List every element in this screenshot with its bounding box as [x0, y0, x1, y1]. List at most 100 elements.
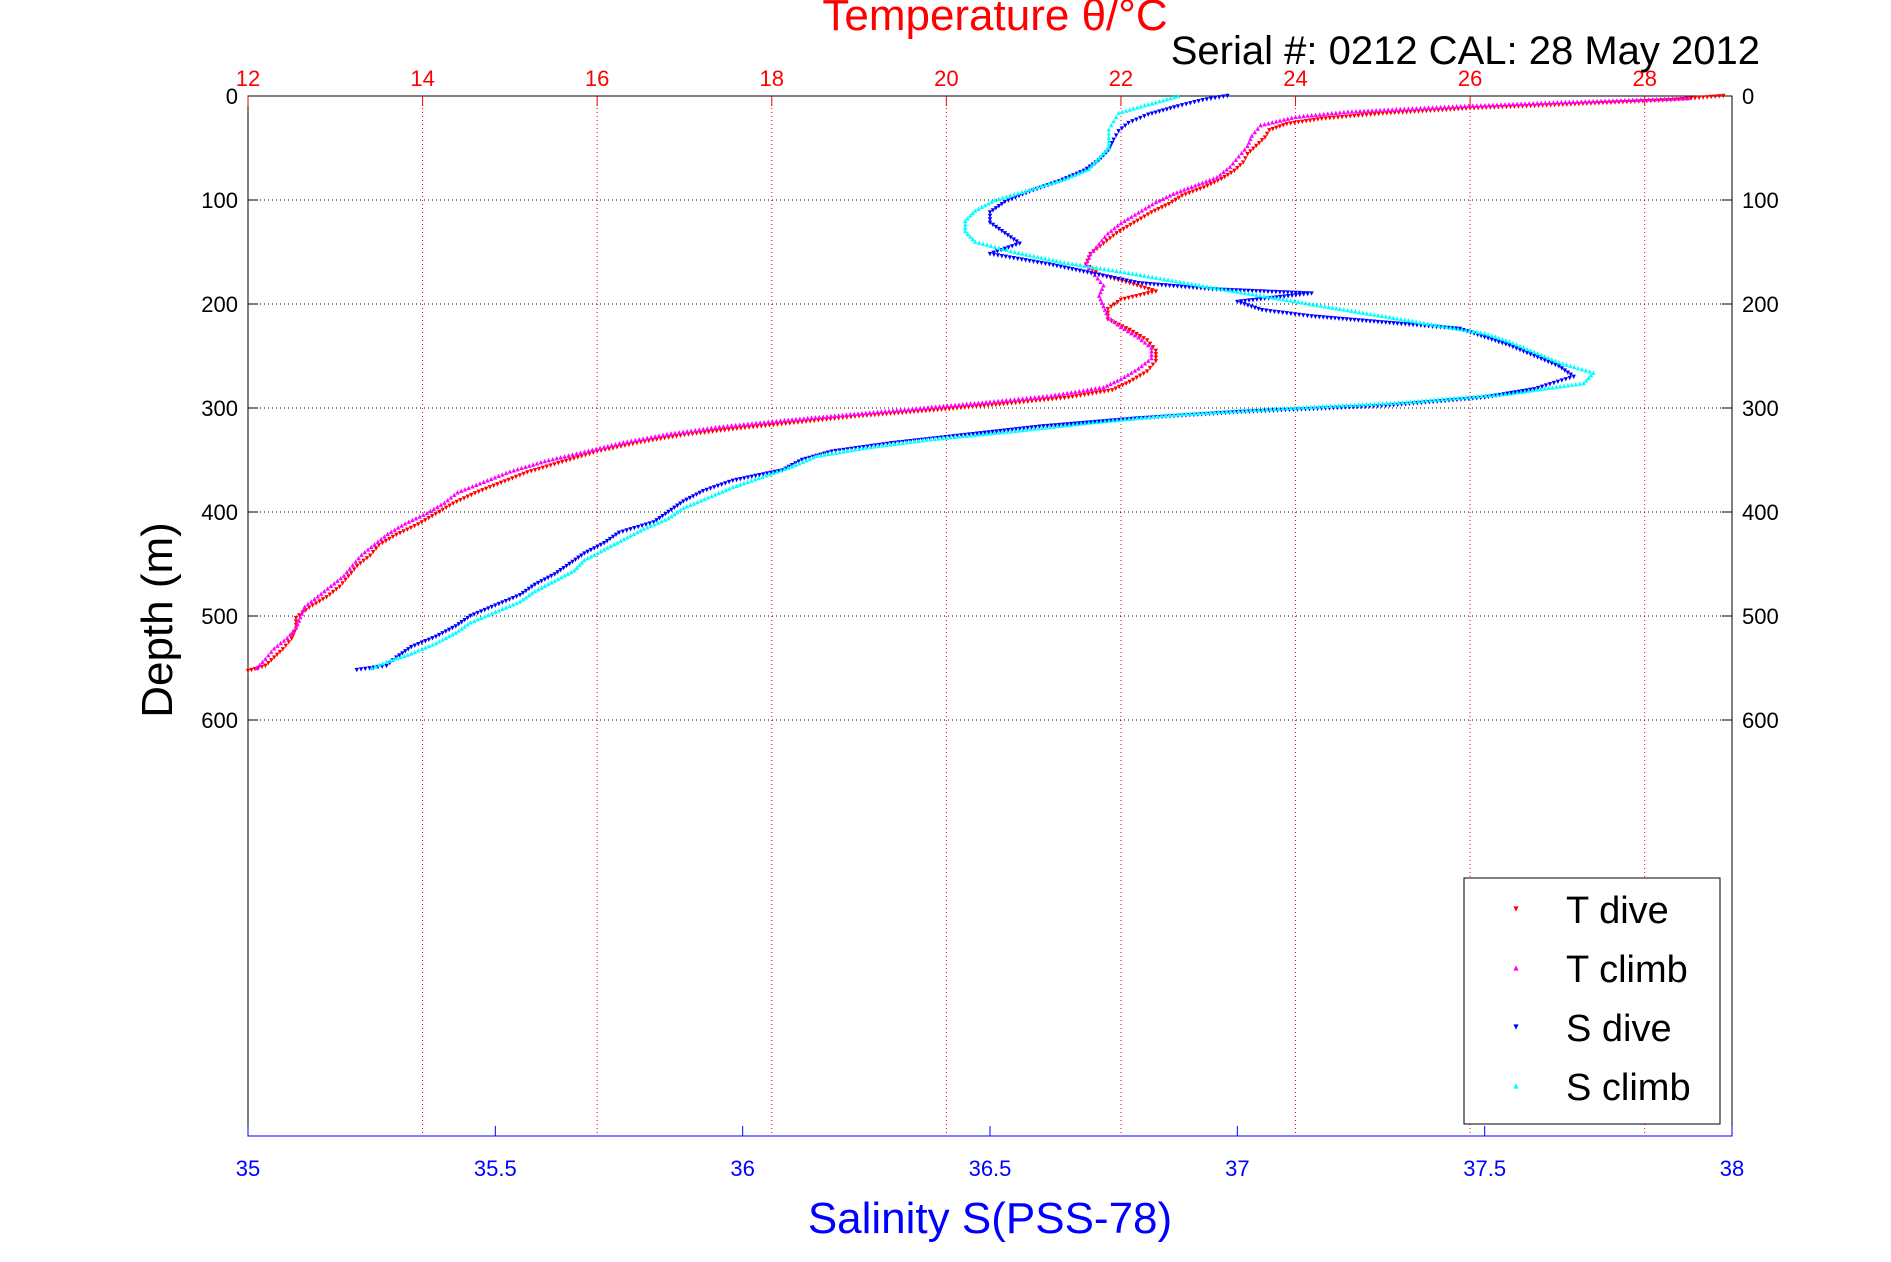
point-s-climb: [577, 562, 582, 568]
point-t-dive: [795, 420, 801, 425]
point-t-dive: [981, 403, 987, 409]
point-t-dive: [450, 501, 456, 506]
point-s-dive: [1096, 419, 1102, 424]
point-s-dive: [1104, 274, 1109, 279]
point-s-climb: [1482, 330, 1487, 336]
point-t-climb: [1097, 385, 1102, 391]
point-t-climb: [459, 488, 464, 493]
point-t-dive: [429, 513, 435, 519]
point-s-dive: [1297, 292, 1303, 298]
point-s-dive: [1238, 288, 1243, 293]
point-s-dive: [663, 511, 668, 517]
point-s-climb: [1443, 396, 1449, 401]
point-s-dive: [880, 442, 886, 447]
point-s-climb: [565, 571, 571, 576]
point-s-climb: [988, 243, 994, 248]
point-s-dive: [549, 573, 554, 579]
point-t-climb: [1341, 109, 1347, 115]
point-t-climb: [424, 510, 430, 516]
point-s-climb: [507, 603, 512, 609]
point-s-dive: [1168, 106, 1173, 111]
point-s-dive: [1356, 318, 1361, 323]
point-t-dive: [556, 461, 561, 466]
point-s-dive: [1100, 419, 1105, 424]
point-t-climb: [863, 410, 869, 416]
point-t-dive: [1270, 126, 1276, 132]
point-t-climb: [1069, 390, 1074, 395]
point-s-dive: [437, 632, 442, 638]
point-s-climb: [1035, 185, 1040, 190]
point-s-climb: [1172, 94, 1177, 100]
point-t-dive: [397, 530, 403, 536]
point-s-dive: [1256, 306, 1261, 312]
point-s-dive: [1058, 264, 1063, 270]
point-s-climb: [1402, 317, 1407, 322]
point-t-dive: [383, 538, 389, 544]
point-t-climb: [1060, 391, 1066, 396]
point-t-dive: [1041, 397, 1047, 403]
point-t-dive: [734, 426, 740, 431]
point-t-climb: [1402, 106, 1407, 111]
legend-marker-s-climb: [1513, 1083, 1519, 1089]
point-s-climb: [1127, 107, 1132, 112]
legend-box: [1463, 877, 1721, 1125]
point-t-dive: [1183, 192, 1188, 197]
point-s-climb: [782, 466, 787, 472]
point-s-climb: [1284, 405, 1289, 411]
point-s-climb: [462, 624, 467, 629]
point-s-dive: [1186, 285, 1192, 290]
point-t-climb: [281, 638, 287, 643]
point-s-dive: [443, 629, 449, 634]
point-t-dive: [1376, 111, 1381, 117]
point-s-dive: [970, 431, 976, 437]
point-s-dive: [1313, 314, 1318, 320]
point-s-climb: [1138, 104, 1144, 109]
point-s-dive: [517, 593, 523, 598]
point-t-climb: [1305, 113, 1310, 118]
point-t-climb: [1249, 133, 1255, 138]
point-s-dive: [1068, 421, 1074, 427]
point-t-dive: [277, 649, 283, 655]
point-s-climb: [1011, 192, 1017, 197]
point-s-dive: [1403, 322, 1408, 327]
point-s-climb: [1392, 400, 1397, 405]
point-s-dive: [1019, 257, 1024, 262]
point-s-climb: [409, 651, 414, 656]
point-t-climb: [1482, 102, 1488, 108]
point-t-dive: [324, 595, 329, 600]
point-t-climb: [774, 418, 779, 424]
point-s-climb: [763, 473, 769, 478]
point-t-dive: [476, 489, 481, 494]
point-s-climb: [778, 467, 784, 473]
point-t-dive: [317, 599, 322, 604]
point-t-climb: [1185, 186, 1191, 191]
point-t-climb: [1099, 238, 1105, 243]
point-s-dive: [1514, 346, 1519, 351]
point-t-dive: [263, 663, 268, 669]
point-s-dive: [1340, 316, 1345, 322]
point-s-dive: [704, 487, 710, 493]
point-s-dive: [1263, 308, 1269, 313]
point-t-climb: [1626, 97, 1632, 103]
point-s-dive: [1025, 425, 1030, 431]
point-s-climb: [1090, 419, 1096, 425]
point-t-dive: [650, 438, 655, 443]
point-s-dive: [1352, 317, 1357, 323]
point-s-dive: [601, 541, 607, 546]
point-s-climb: [1071, 422, 1076, 427]
point-s-dive: [1328, 315, 1334, 321]
point-s-climb: [440, 637, 445, 642]
point-t-dive: [1066, 395, 1071, 400]
point-s-climb: [1157, 99, 1162, 104]
point-s-dive: [1006, 428, 1011, 433]
point-s-climb: [552, 578, 557, 583]
point-t-climb: [1020, 396, 1025, 401]
point-t-climb: [1178, 188, 1183, 194]
point-s-dive: [1253, 289, 1259, 294]
point-t-climb: [1101, 303, 1106, 309]
point-t-dive: [698, 430, 703, 436]
point-t-climb: [648, 434, 654, 440]
point-s-dive: [1285, 290, 1290, 295]
point-t-climb: [1434, 105, 1439, 110]
point-s-climb: [1024, 427, 1029, 432]
